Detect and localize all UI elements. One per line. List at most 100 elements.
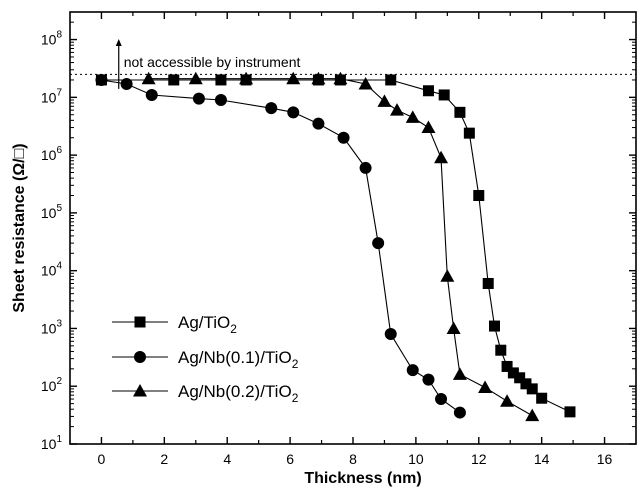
series-line (101, 79, 461, 414)
data-point-triangle (446, 321, 461, 334)
data-point-triangle (405, 110, 420, 123)
legend-label-sub: 2 (230, 322, 237, 336)
data-point-circle (453, 406, 466, 419)
axes-layer: 0 2 4 6 8 10 12 14 16101102103104105106107108Thi… (11, 11, 637, 487)
y-tick-exponent: 1 (56, 434, 62, 445)
legend-marker-circle (134, 351, 146, 363)
data-point-square (489, 320, 500, 332)
legend-label-main: Ag/Nb(0.1)/TiO (178, 348, 292, 367)
y-tick-base: 10 (41, 147, 57, 163)
data-point-circle (145, 88, 158, 101)
x-tick-label: 10 (408, 451, 424, 467)
x-tick-label: 0 (98, 451, 106, 467)
y-tick-label: 108 (41, 30, 63, 48)
y-tick-label: 102 (41, 376, 63, 394)
x-axis-title: Thickness (nm) (304, 470, 421, 487)
y-tick-label: 105 (41, 203, 63, 221)
y-tick-base: 10 (41, 263, 57, 279)
data-point-triangle (478, 380, 493, 394)
y-tick-exponent: 2 (56, 376, 62, 387)
data-point-circle (265, 102, 278, 115)
data-point-square (463, 127, 475, 139)
data-point-square (215, 74, 227, 86)
data-point-triangle (188, 71, 203, 85)
data-point-circle (384, 328, 397, 341)
series-triangle (141, 71, 540, 422)
y-tick-exponent: 6 (56, 145, 62, 156)
y-tick-exponent: 8 (56, 30, 62, 41)
data-point-triangle (286, 71, 301, 85)
data-point-square (385, 74, 397, 86)
data-point-triangle (434, 150, 449, 164)
y-tick-base: 10 (41, 205, 57, 221)
series-circle (95, 73, 466, 419)
data-point-square (168, 74, 180, 86)
x-tick-label: 14 (534, 451, 550, 467)
series-square (95, 74, 576, 418)
y-tick-label: 107 (41, 87, 63, 105)
y-tick-exponent: 3 (56, 318, 62, 329)
x-tick-label: 8 (349, 451, 357, 467)
x-tick-label: 12 (471, 451, 487, 467)
data-point-triangle (141, 71, 156, 85)
legend-item: Ag/Nb(0.1)/TiO2 (112, 348, 299, 371)
data-point-square (438, 89, 450, 101)
y-tick-base: 10 (41, 32, 57, 48)
x-tick-label: 16 (597, 451, 613, 467)
x-tick-label: 4 (223, 451, 231, 467)
legend-label-sub: 2 (292, 391, 299, 405)
legend-marker-triangle (133, 384, 147, 397)
y-tick-base: 10 (41, 436, 57, 452)
y-tick-label: 103 (41, 318, 63, 336)
data-point-circle (287, 106, 300, 119)
data-point-square (536, 392, 548, 404)
legend-marker-square (134, 316, 146, 328)
y-tick-exponent: 5 (56, 203, 62, 214)
data-point-square (495, 344, 507, 356)
data-point-triangle (421, 120, 436, 134)
y-tick-label: 104 (41, 261, 63, 279)
data-point-circle (372, 237, 385, 250)
y-tick-base: 10 (41, 89, 57, 105)
data-point-triangle (311, 71, 326, 85)
annotation-layer: not accessible by instrument (70, 39, 636, 89)
data-point-square (422, 85, 434, 97)
data-point-square (482, 277, 494, 289)
series-line (101, 79, 571, 413)
data-point-circle (422, 373, 435, 386)
data-point-circle (192, 92, 205, 105)
data-point-triangle (525, 408, 540, 422)
data-point-square (501, 360, 513, 372)
data-point-triangle (440, 269, 455, 282)
y-tick-exponent: 7 (56, 87, 62, 98)
y-tick-exponent: 4 (56, 261, 62, 272)
legend-label-main: Ag/Nb(0.2)/TiO (178, 382, 292, 401)
data-point-circle (435, 393, 448, 406)
plot-frame (69, 11, 637, 445)
data-point-triangle (333, 71, 348, 85)
legend-item: Ag/TiO2 (112, 313, 237, 336)
data-point-square (564, 406, 576, 418)
legend-label-sub: 2 (292, 357, 299, 371)
data-point-square (520, 378, 532, 390)
data-point-triangle (239, 71, 254, 85)
annotation-arrowhead (115, 39, 122, 46)
series-layer (95, 71, 576, 422)
data-point-square (507, 367, 519, 379)
data-point-square (454, 106, 466, 118)
y-tick-label: 101 (41, 434, 63, 452)
data-point-triangle (452, 367, 467, 380)
legend-label: Ag/Nb(0.1)/TiO2 (178, 348, 299, 371)
data-point-triangle (358, 77, 373, 90)
data-point-circle (337, 131, 350, 144)
data-point-square (514, 372, 526, 384)
legend-item: Ag/Nb(0.2)/TiO2 (112, 382, 299, 405)
legend-label: Ag/Nb(0.2)/TiO2 (178, 382, 299, 405)
data-point-triangle (390, 103, 405, 116)
data-point-circle (406, 364, 419, 377)
data-point-triangle (377, 94, 392, 107)
data-point-circle (120, 78, 133, 91)
